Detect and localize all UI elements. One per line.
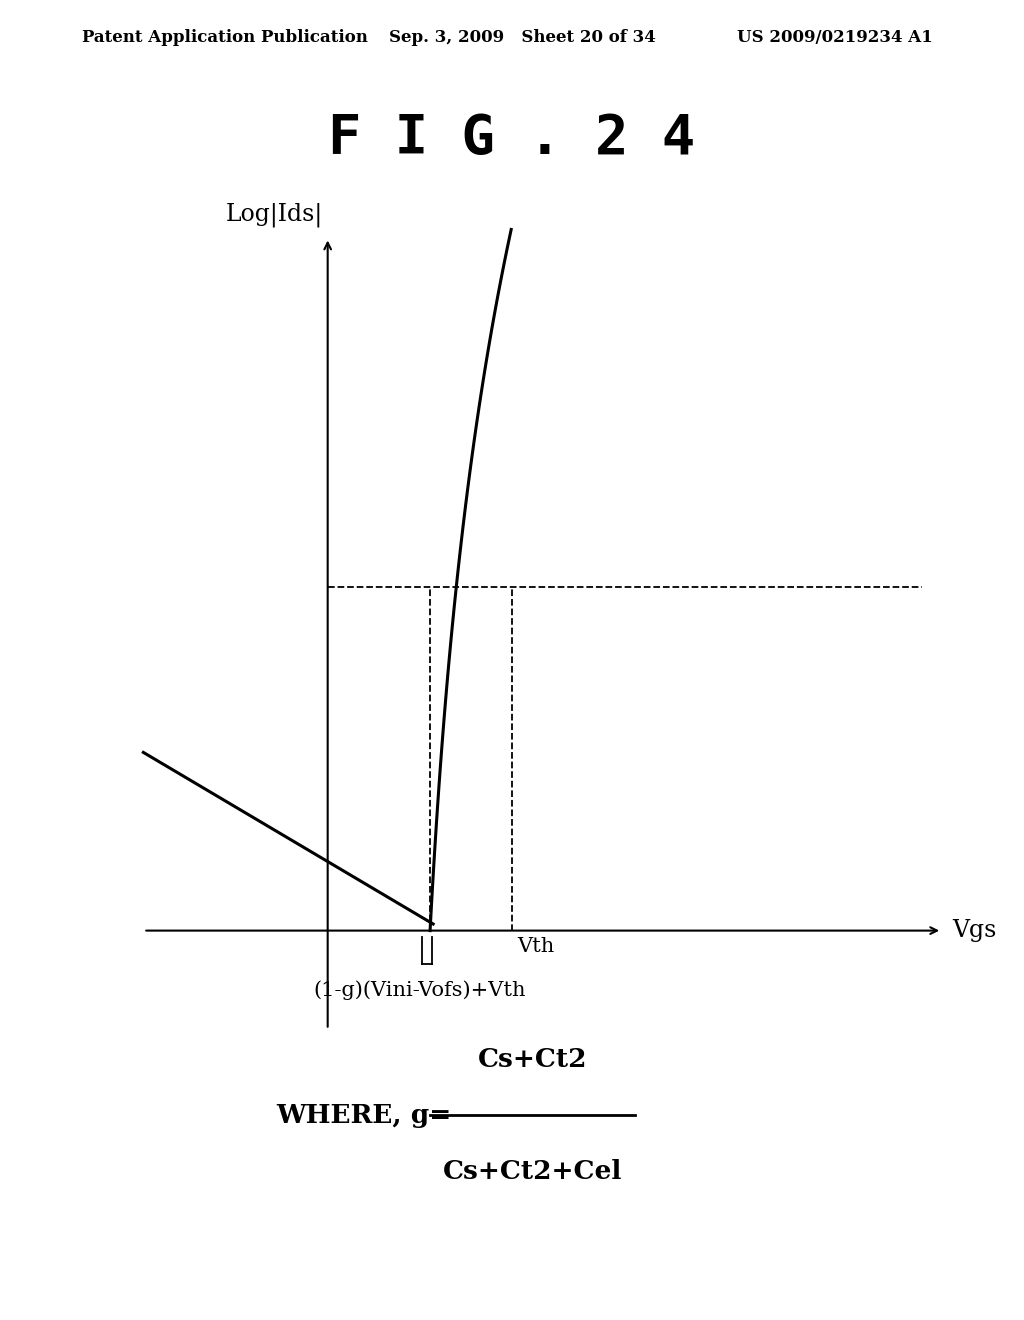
Text: Vth: Vth xyxy=(517,937,554,956)
Text: Cs+Ct2+Cel: Cs+Ct2+Cel xyxy=(442,1159,623,1184)
Text: Log|Ids|: Log|Ids| xyxy=(225,202,323,227)
Text: WHERE, g=: WHERE, g= xyxy=(276,1104,452,1127)
Text: F I G . 2 4: F I G . 2 4 xyxy=(329,112,695,165)
Text: Cs+Ct2: Cs+Ct2 xyxy=(478,1047,587,1072)
Text: Patent Application Publication: Patent Application Publication xyxy=(82,29,368,46)
Text: Vgs: Vgs xyxy=(952,919,996,942)
Text: Sep. 3, 2009   Sheet 20 of 34: Sep. 3, 2009 Sheet 20 of 34 xyxy=(389,29,655,46)
Text: (1-g)(Vini-Vofs)+Vth: (1-g)(Vini-Vofs)+Vth xyxy=(313,981,526,1001)
Text: US 2009/0219234 A1: US 2009/0219234 A1 xyxy=(737,29,933,46)
